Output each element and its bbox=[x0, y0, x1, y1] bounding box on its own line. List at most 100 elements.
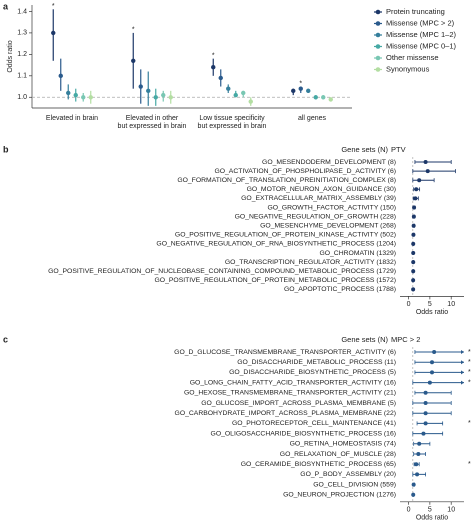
point bbox=[421, 431, 426, 436]
point bbox=[432, 350, 437, 354]
column-header: Gene sets (N) bbox=[341, 145, 388, 154]
significance-mark: * bbox=[468, 359, 471, 366]
point bbox=[138, 84, 143, 89]
point bbox=[414, 462, 419, 467]
point bbox=[248, 99, 253, 104]
point bbox=[161, 92, 166, 98]
x-axis-title: Odds ratio bbox=[416, 515, 448, 522]
panel-title: MPC > 2 bbox=[391, 335, 420, 344]
point bbox=[417, 178, 422, 183]
point bbox=[313, 95, 318, 100]
significance-mark: * bbox=[468, 420, 471, 427]
y-tick-label: 1.3 bbox=[17, 30, 27, 37]
panel-label: b bbox=[3, 144, 9, 154]
row-label: GO_ACTIVATION_OF_PHOSPHOLIPASE_D_ACTIVIT… bbox=[214, 168, 396, 175]
x-tick-label: 5 bbox=[428, 301, 432, 308]
point bbox=[423, 160, 428, 164]
row-label: GO_CERAMIDE_BIOSYNTHETIC_PROCESS (65) bbox=[241, 461, 396, 468]
significance-mark: * bbox=[132, 27, 135, 34]
row-label: GO_NEGATIVE_REGULATION_OF_GROWTH (228) bbox=[235, 213, 396, 220]
significance-mark: * bbox=[299, 80, 302, 87]
point bbox=[73, 92, 78, 98]
legend-swatch bbox=[375, 55, 381, 61]
point bbox=[430, 360, 434, 365]
point bbox=[411, 260, 416, 265]
point bbox=[412, 205, 417, 210]
point bbox=[411, 214, 416, 219]
row-label: GO_CELL_DIVISION (559) bbox=[313, 481, 396, 488]
point bbox=[414, 187, 419, 192]
row-label: GO_LONG_CHAIN_FATTY_ACID_TRANSPORTER_ACT… bbox=[190, 379, 396, 386]
significance-mark: * bbox=[212, 52, 215, 59]
point bbox=[291, 88, 296, 94]
row-label: GO_P_BODY_ASSEMBLY (20) bbox=[300, 471, 396, 478]
x-tick-label-line: but expressed in brain bbox=[198, 123, 267, 130]
x-tick-label: 0 bbox=[407, 301, 411, 308]
point bbox=[66, 90, 71, 96]
row-label: GO_NEURON_PROJECTION (1276) bbox=[283, 492, 396, 499]
x-tick-label: all genes bbox=[298, 115, 327, 122]
x-tick-label: 0 bbox=[407, 507, 411, 514]
y-tick-label: 1.1 bbox=[17, 73, 27, 80]
x-tick-label: Elevated in brain bbox=[46, 115, 98, 122]
row-label: GO_POSITIVE_REGULATION_OF_PROTEIN_METABO… bbox=[155, 277, 396, 284]
row-label: GO_CHROMATIN (1329) bbox=[319, 250, 396, 257]
point bbox=[321, 95, 326, 100]
legend-swatch bbox=[375, 21, 381, 26]
significance-mark: * bbox=[52, 3, 55, 10]
panel-label: c bbox=[3, 334, 8, 344]
point bbox=[226, 86, 231, 91]
point bbox=[423, 411, 428, 416]
legend-swatch bbox=[375, 44, 381, 49]
legend-label: Missense (MPC 0–1) bbox=[386, 41, 457, 50]
row-label: GO_MESENCHYME_DEVELOPMENT (268) bbox=[260, 222, 396, 229]
legend-swatch bbox=[375, 32, 381, 38]
arrow-head bbox=[461, 360, 464, 365]
point bbox=[411, 278, 416, 283]
row-label: GO_RELAXATION_OF_MUSCLE (28) bbox=[280, 451, 396, 458]
point bbox=[51, 30, 56, 36]
row-label: GO_GLUCOSE_IMPORT_ACROSS_PLASMA_MEMBRANE… bbox=[201, 400, 396, 407]
row-label: GO_PHOTORECEPTOR_CELL_MAINTENANCE (41) bbox=[232, 420, 396, 427]
x-tick-label-line: Elevated in brain bbox=[46, 115, 98, 122]
row-label: GO_D_GLUCOSE_TRANSMEMBRANE_TRANSPORTER_A… bbox=[174, 349, 396, 356]
point bbox=[58, 73, 63, 79]
point bbox=[416, 452, 421, 456]
panel-title: PTV bbox=[391, 145, 406, 154]
x-tick-label-line: Elevated in other bbox=[126, 115, 179, 122]
significance-mark: * bbox=[468, 369, 471, 376]
point bbox=[423, 401, 428, 405]
point bbox=[417, 441, 422, 446]
point bbox=[411, 482, 416, 487]
point bbox=[81, 95, 86, 100]
legend-label: Missense (MPC > 2) bbox=[386, 18, 455, 27]
point bbox=[423, 390, 428, 395]
point bbox=[411, 269, 416, 274]
point bbox=[233, 92, 238, 98]
point bbox=[415, 472, 420, 477]
x-tick-label-line: but expressed in brain bbox=[118, 123, 187, 130]
point bbox=[430, 370, 434, 375]
point bbox=[411, 492, 416, 497]
row-label: GO_NEGATIVE_REGULATION_OF_RNA_BIOSYNTHET… bbox=[156, 241, 396, 248]
row-label: GO_APOPTOTIC_PROCESS (1788) bbox=[284, 286, 396, 293]
point bbox=[427, 380, 432, 385]
row-label: GO_POSITIVE_REGULATION_OF_NUCLEOBASE_CON… bbox=[48, 268, 396, 275]
y-tick-label: 1.4 bbox=[17, 8, 27, 15]
point bbox=[298, 86, 303, 91]
row-label: GO_DISACCHARIDE_BIOSYNTHETIC_PROCESS (5) bbox=[229, 369, 396, 376]
point bbox=[218, 75, 223, 81]
x-tick-label: 5 bbox=[428, 507, 432, 514]
row-label: GO_GROWTH_FACTOR_ACTIVITY (150) bbox=[267, 204, 396, 211]
x-tick-label-line: Low tissue specificity bbox=[199, 115, 265, 122]
x-tick-label-line: all genes bbox=[298, 115, 327, 122]
legend-swatch bbox=[375, 9, 381, 15]
point bbox=[411, 223, 416, 228]
point bbox=[411, 251, 416, 255]
point bbox=[328, 97, 333, 102]
column-header: Gene sets (N) bbox=[341, 335, 388, 344]
x-tick-label: 10 bbox=[447, 507, 455, 514]
point bbox=[211, 65, 216, 70]
arrow-head bbox=[461, 370, 464, 375]
